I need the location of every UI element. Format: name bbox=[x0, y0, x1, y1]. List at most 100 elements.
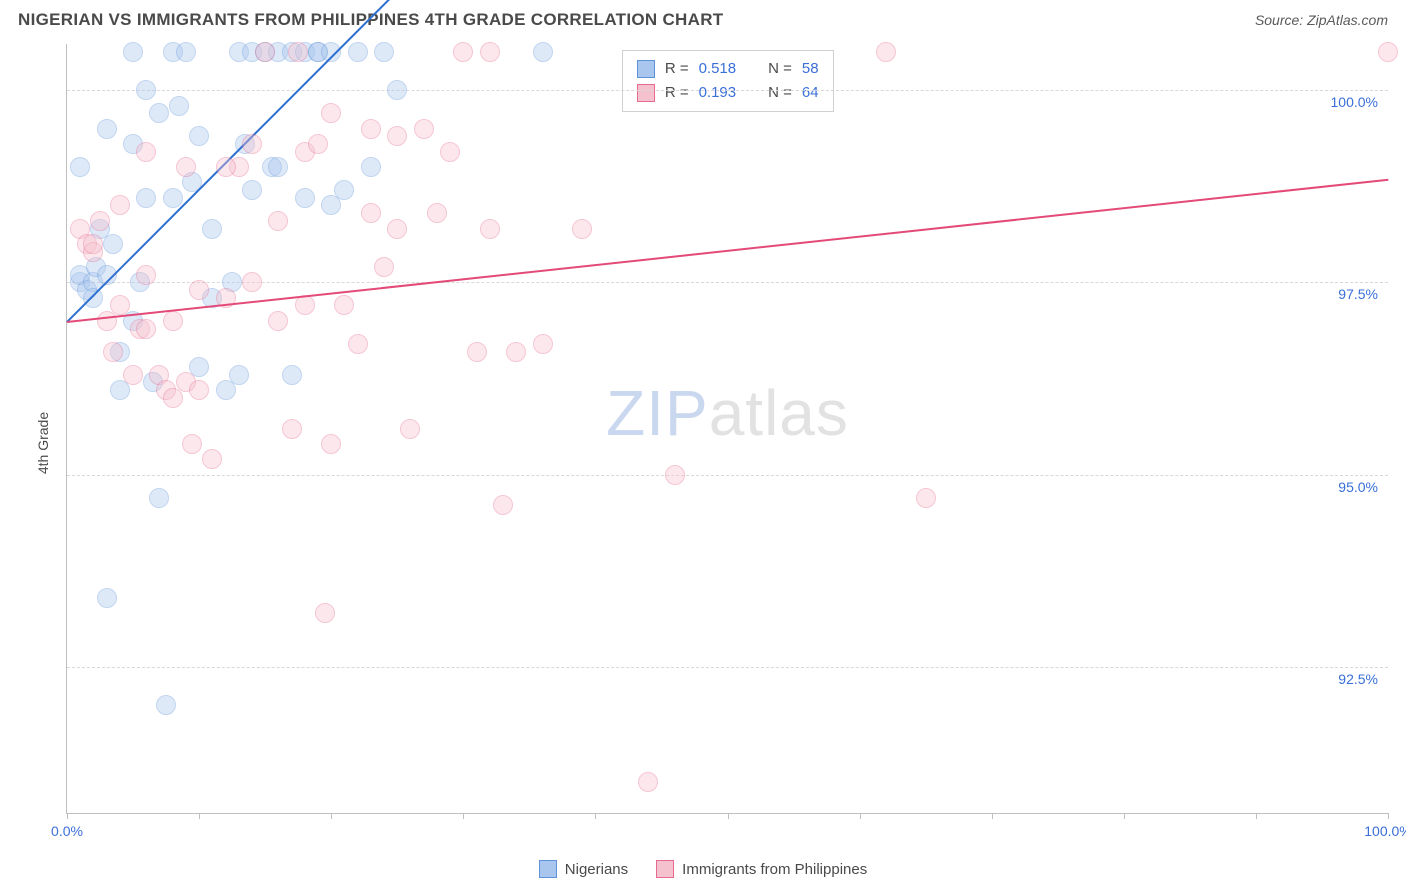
data-point bbox=[149, 488, 169, 508]
data-point bbox=[361, 157, 381, 177]
x-tick bbox=[1388, 813, 1389, 819]
legend-swatch bbox=[637, 84, 655, 102]
data-point bbox=[189, 126, 209, 146]
watermark: ZIPatlas bbox=[606, 376, 849, 450]
data-point bbox=[295, 295, 315, 315]
data-point bbox=[202, 219, 222, 239]
data-point bbox=[282, 419, 302, 439]
x-tick bbox=[463, 813, 464, 819]
data-point bbox=[315, 603, 335, 623]
data-point bbox=[242, 272, 262, 292]
y-tick-label: 100.0% bbox=[1329, 94, 1380, 110]
chart-source: Source: ZipAtlas.com bbox=[1255, 12, 1388, 28]
data-point bbox=[387, 80, 407, 100]
data-point bbox=[533, 42, 553, 62]
data-point bbox=[182, 434, 202, 454]
data-point bbox=[916, 488, 936, 508]
data-point bbox=[387, 219, 407, 239]
legend-r-value: 0.193 bbox=[699, 81, 737, 105]
gridline bbox=[67, 667, 1388, 668]
data-point bbox=[414, 119, 434, 139]
data-point bbox=[1378, 42, 1398, 62]
legend-item: Immigrants from Philippines bbox=[656, 860, 867, 878]
data-point bbox=[506, 342, 526, 362]
data-point bbox=[427, 203, 447, 223]
x-tick bbox=[595, 813, 596, 819]
data-point bbox=[149, 103, 169, 123]
correlation-legend: R = 0.518 N = 58R = 0.193 N = 64 bbox=[622, 50, 834, 112]
data-point bbox=[467, 342, 487, 362]
data-point bbox=[348, 334, 368, 354]
chart-title: NIGERIAN VS IMMIGRANTS FROM PHILIPPINES … bbox=[18, 10, 723, 30]
x-tick bbox=[331, 813, 332, 819]
data-point bbox=[321, 434, 341, 454]
data-point bbox=[163, 311, 183, 331]
data-point bbox=[202, 449, 222, 469]
legend-swatch bbox=[656, 860, 674, 878]
data-point bbox=[440, 142, 460, 162]
legend-row: R =0.518N =58 bbox=[637, 57, 819, 81]
data-point bbox=[103, 342, 123, 362]
data-point bbox=[169, 96, 189, 116]
gridline bbox=[67, 475, 1388, 476]
data-point bbox=[282, 365, 302, 385]
data-point bbox=[665, 465, 685, 485]
legend-r-label: R = bbox=[665, 81, 689, 105]
legend-item: Nigerians bbox=[539, 860, 628, 878]
data-point bbox=[136, 319, 156, 339]
legend-r-value: 0.518 bbox=[699, 57, 737, 81]
data-point bbox=[103, 234, 123, 254]
data-point bbox=[176, 157, 196, 177]
data-point bbox=[374, 42, 394, 62]
legend-n-value: 64 bbox=[802, 81, 819, 105]
data-point bbox=[268, 211, 288, 231]
data-point bbox=[90, 211, 110, 231]
data-point bbox=[268, 311, 288, 331]
data-point bbox=[242, 180, 262, 200]
data-point bbox=[387, 126, 407, 146]
data-point bbox=[572, 219, 592, 239]
legend-r-label: R = bbox=[665, 57, 689, 81]
data-point bbox=[334, 180, 354, 200]
data-point bbox=[97, 119, 117, 139]
data-point bbox=[216, 157, 236, 177]
data-point bbox=[493, 495, 513, 515]
legend-swatch bbox=[539, 860, 557, 878]
legend-n-value: 58 bbox=[802, 57, 819, 81]
data-point bbox=[123, 42, 143, 62]
legend-row: R = 0.193 N = 64 bbox=[637, 81, 819, 105]
data-point bbox=[136, 188, 156, 208]
data-point bbox=[110, 295, 130, 315]
x-tick bbox=[1124, 813, 1125, 819]
data-point bbox=[361, 119, 381, 139]
legend-label: Immigrants from Philippines bbox=[682, 861, 867, 878]
x-tick bbox=[992, 813, 993, 819]
y-tick-label: 95.0% bbox=[1336, 479, 1380, 495]
data-point bbox=[268, 157, 288, 177]
data-point bbox=[348, 42, 368, 62]
trend-line bbox=[67, 179, 1388, 323]
y-axis-label: 4th Grade bbox=[35, 412, 51, 474]
series-legend: Nigerians Immigrants from Philippines bbox=[0, 860, 1406, 878]
legend-label: Nigerians bbox=[565, 861, 628, 878]
data-point bbox=[288, 42, 308, 62]
data-point bbox=[156, 695, 176, 715]
data-point bbox=[136, 80, 156, 100]
x-tick bbox=[199, 813, 200, 819]
data-point bbox=[334, 295, 354, 315]
x-tick-label: 0.0% bbox=[51, 823, 83, 839]
x-tick bbox=[1256, 813, 1257, 819]
data-point bbox=[70, 157, 90, 177]
data-point bbox=[295, 188, 315, 208]
y-tick-label: 92.5% bbox=[1336, 671, 1380, 687]
data-point bbox=[83, 288, 103, 308]
x-tick bbox=[728, 813, 729, 819]
x-tick bbox=[860, 813, 861, 819]
data-point bbox=[374, 257, 394, 277]
gridline bbox=[67, 282, 1388, 283]
data-point bbox=[123, 365, 143, 385]
legend-n-label: N = bbox=[768, 81, 792, 105]
gridline bbox=[67, 90, 1388, 91]
data-point bbox=[229, 365, 249, 385]
data-point bbox=[400, 419, 420, 439]
